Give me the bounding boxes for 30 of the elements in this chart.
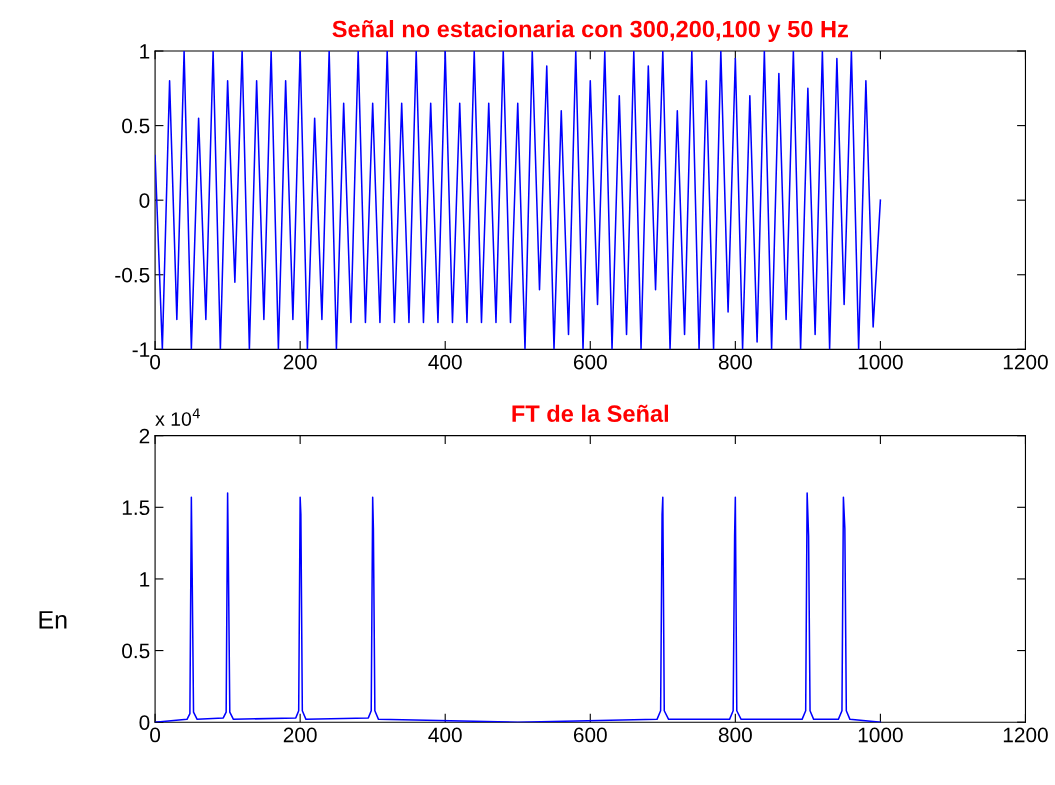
y-tick-label: 1 <box>140 572 150 587</box>
y-tick-label: 0 <box>139 715 150 730</box>
chart-title: Señal no estacionaria con 300,200,100 y 50 Hz <box>332 20 848 43</box>
y-tick-label: 0.5 <box>122 643 150 659</box>
text: En <box>39 611 67 629</box>
x-tick-label: 200 <box>283 354 317 370</box>
x-tick-label: 400 <box>428 354 462 370</box>
x-tick-label: 600 <box>573 354 607 370</box>
x-tick-label: 200 <box>283 727 317 743</box>
x-tick-label: 800 <box>718 727 752 743</box>
x-tick-label: 400 <box>428 727 462 743</box>
y-tick-label: 0 <box>139 193 150 208</box>
x-tick-label: 1200 <box>1003 354 1048 370</box>
line-series <box>155 492 882 723</box>
y-tick-label: 0.5 <box>122 118 150 134</box>
line-series <box>155 51 882 350</box>
y-tick-label: -1 <box>132 342 150 357</box>
x-tick-label: 0 <box>150 727 161 743</box>
chart-title: FT de la Señal <box>512 404 668 423</box>
y-tick-label: -0.5 <box>115 267 150 283</box>
x-tick-label: 800 <box>718 354 752 370</box>
y-tick-label: 2 <box>139 428 150 444</box>
y-tick-label: 1.5 <box>122 500 150 516</box>
x-tick-label: 600 <box>573 727 607 743</box>
x-tick-label: 0 <box>150 354 161 370</box>
x-tick-label: 1200 <box>1003 727 1048 743</box>
x-tick-label: 1000 <box>858 727 903 743</box>
y-tick-label: 1 <box>140 44 150 59</box>
text: x 10$^{4}$ <box>155 408 200 426</box>
x-tick-label: 1000 <box>858 354 903 370</box>
